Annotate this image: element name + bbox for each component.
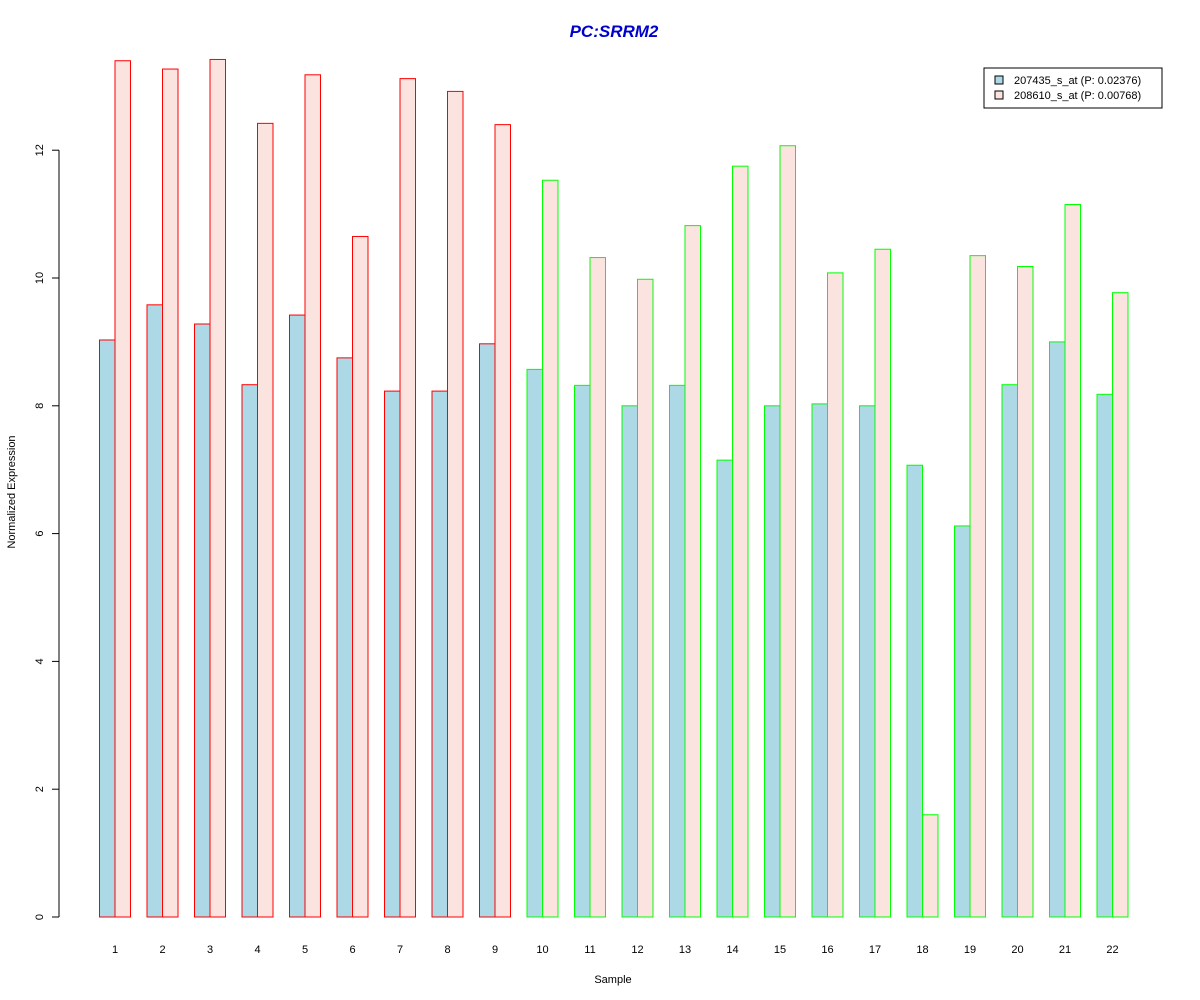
x-tick-label: 8 [444, 944, 450, 956]
bar-series-1 [621, 405, 638, 918]
bar-series-1 [811, 403, 828, 918]
x-tick-label: 9 [492, 944, 498, 956]
y-axis: 0 2 4 6 8 10 12 [34, 144, 60, 920]
x-tick-label: 15 [774, 944, 786, 956]
legend-label: 207435_s_at (P: 0.02376) [1014, 75, 1141, 87]
x-tick-label: 19 [964, 944, 976, 956]
bar-series-2 [542, 179, 559, 918]
bar-series-1 [716, 459, 733, 918]
bar-series-1 [384, 390, 401, 918]
x-tick-label: 13 [679, 944, 691, 956]
bar-series-1 [859, 405, 876, 918]
bar-series-2 [1064, 204, 1081, 918]
bar-series-2 [1017, 265, 1034, 918]
x-tick-label: 3 [207, 944, 213, 956]
bar-series-2 [399, 78, 416, 918]
x-tick-label: 16 [821, 944, 833, 956]
x-tick-label: 5 [302, 944, 308, 956]
bar-series-2 [494, 124, 511, 918]
bar-series-2 [827, 272, 844, 918]
legend: 207435_s_at (P: 0.02376) 208610_s_at (P: … [983, 67, 1163, 109]
x-tick-label: 17 [869, 944, 881, 956]
bar-series-2 [684, 225, 701, 918]
x-tick-label: 12 [631, 944, 643, 956]
legend-swatch [994, 90, 1004, 100]
bar-series-1 [906, 464, 923, 918]
bar-series-1 [146, 304, 163, 918]
bar-series-1 [99, 339, 116, 918]
y-tick-label: 10 [34, 272, 46, 284]
x-tick-label: 14 [726, 944, 738, 956]
bar-series-1 [241, 384, 258, 918]
bar-series-1 [764, 405, 781, 918]
bar-series-1 [954, 525, 971, 918]
bar-series-2 [589, 257, 606, 918]
bar-series-1 [574, 384, 591, 918]
x-tick-label: 21 [1059, 944, 1071, 956]
y-tick-label: 2 [34, 786, 46, 792]
chart-title: PC:SRRM2 [570, 22, 659, 41]
x-tick-label: 11 [584, 944, 595, 956]
y-tick-label: 0 [34, 914, 46, 920]
y-tick-label: 12 [34, 144, 46, 156]
bar-series-1 [1001, 384, 1018, 918]
bar-series-1 [479, 343, 496, 918]
x-tick-label: 22 [1106, 944, 1118, 956]
y-tick-label: 4 [34, 658, 46, 664]
x-tick-label: 1 [112, 944, 118, 956]
bar-series-2 [352, 235, 369, 918]
bar-series-1 [669, 384, 686, 918]
bar-series-1 [336, 357, 353, 918]
x-axis: 1 2 3 4 5 6 7 8 9 10 11 12 13 14 15 16 17 18 19 20 21 22 [112, 944, 1119, 956]
bar-series-2 [874, 248, 891, 918]
bar-series-2 [257, 122, 274, 918]
y-tick-label: 6 [34, 531, 46, 537]
bar-series-2 [732, 165, 749, 918]
legend-box [983, 67, 1163, 109]
x-tick-label: 18 [916, 944, 928, 956]
bar-series-2 [114, 60, 131, 918]
bar-series-2 [779, 145, 796, 918]
x-axis-label: Sample [594, 974, 631, 986]
x-tick-label: 10 [536, 944, 548, 956]
bar-series-1 [431, 390, 448, 918]
x-tick-label: 6 [349, 944, 355, 956]
bar-series-2 [447, 90, 464, 918]
y-tick-label: 8 [34, 403, 46, 409]
bar-series-1 [289, 314, 306, 918]
bar-series-2 [637, 278, 654, 918]
bar-series-2 [304, 74, 321, 918]
x-tick-label: 7 [397, 944, 403, 956]
bar-series-2 [969, 255, 986, 918]
bar-series-2 [162, 68, 179, 918]
x-tick-label: 2 [159, 944, 165, 956]
legend-swatch [994, 75, 1004, 85]
bars-group [99, 58, 1129, 918]
y-axis-label: Normalized Expression [6, 435, 18, 548]
bar-series-2 [209, 58, 226, 918]
bar-series-2 [1112, 292, 1129, 918]
x-tick-label: 20 [1011, 944, 1023, 956]
bar-series-2 [922, 814, 939, 918]
bar-series-1 [194, 323, 211, 918]
x-tick-label: 4 [254, 944, 260, 956]
legend-label: 208610_s_at (P: 0.00768) [1014, 90, 1141, 102]
bar-series-1 [526, 368, 543, 918]
bar-series-1 [1049, 341, 1066, 918]
bar-series-1 [1096, 393, 1113, 918]
